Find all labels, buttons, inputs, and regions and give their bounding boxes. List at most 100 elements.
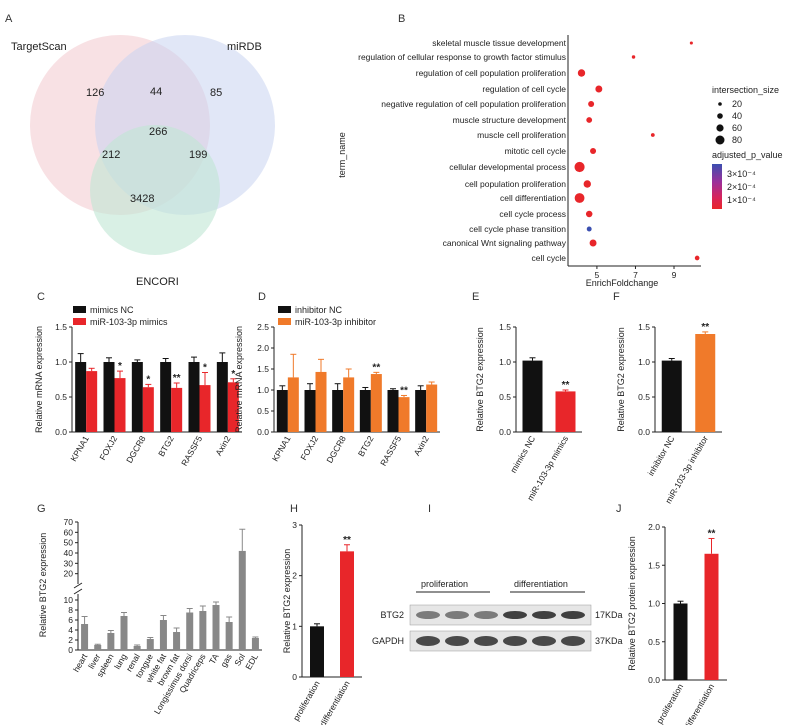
legend-label-D: inhibitor NC [295,305,343,315]
western-band [416,611,440,619]
y-axis-label-C: Relative mRNA expression [34,326,44,433]
bar-E [555,391,576,432]
bar-C [86,371,98,432]
legend-swatch-D [278,306,291,313]
enrich-dot [589,239,597,247]
legend-size-dot [717,113,723,119]
significance-mark-C: * [146,374,150,385]
y-axis-label-F: Relative BTG2 expression [616,327,626,432]
western-row-label: BTG2 [380,610,404,620]
bar-D [276,390,288,432]
legend-color-label: 1×10⁻⁴ [727,195,756,205]
x-category-label-D: RASSF5 [378,434,403,468]
legend-color-title: adjusted_p_value [712,150,783,160]
significance-mark-C: * [231,369,235,380]
bar-C [227,382,239,432]
western-blot-strip [409,630,592,652]
enrich-dot [689,41,693,45]
bar-D [359,390,371,432]
enrich-dot [590,147,597,155]
enrich-term-label: cell cycle phase transition [469,224,566,234]
bar-G [81,624,89,650]
enrich-term-label: cell cycle process [499,209,566,219]
x-category-label-F: inhibitor NC [646,434,677,477]
western-band [503,636,527,646]
bar-G [238,550,246,650]
y-tick-label-J: 0.5 [648,637,660,647]
x-category-label-D: KPNA1 [270,434,293,463]
x-category-label-G: gas [218,652,234,669]
western-band [561,611,585,619]
bar-D [287,377,299,432]
y-tick-label-E: 1.0 [499,357,511,367]
significance-mark-D: ** [372,362,380,373]
bar-C [142,387,154,432]
western-band [416,636,440,646]
bar-G [186,612,194,650]
y-tick-label-E: 0.0 [499,427,511,437]
y-tick-label-G: 8 [68,605,73,615]
legend-color-bar [712,164,722,209]
enrich-term-label: cellular developmental process [449,162,566,172]
enrich-dot [694,255,700,261]
significance-mark-H: ** [343,535,351,546]
enrich-term-label: mitotic cell cycle [505,146,567,156]
y-tick-label-H: 3 [292,520,297,530]
axis-break-mark [73,582,83,589]
western-band [532,636,556,646]
y-tick-label-H: 1 [292,621,297,631]
y-tick-label-G: 4 [68,625,73,635]
western-band [561,636,585,646]
y-tick-label-D: 2.0 [257,343,269,353]
bar-C [103,362,115,432]
enrich-term-label: regulation of cell cycle [482,84,566,94]
y-axis-label-H: Relative BTG2 expression [282,549,292,654]
bar-G [225,622,233,650]
y-tick-label-G: 40 [64,548,74,558]
legend-swatch-C [73,306,86,313]
x-category-label-H: differentiation [318,679,352,725]
enrich-x-label: EnrichFoldchange [586,278,659,288]
y-tick-label-H: 2 [292,571,297,581]
western-band [474,611,498,619]
bar-C [188,362,200,432]
panel-letter-D: D [258,291,266,303]
y-tick-label-E: 1.5 [499,322,511,332]
y-tick-label-G: 10 [64,595,74,605]
y-tick-label-G: 2 [68,635,73,645]
panel-letter-J: J [616,503,622,515]
significance-mark-C: ** [173,373,181,384]
legend-swatch-C [73,318,86,325]
western-band [474,636,498,646]
bar-G [199,611,207,650]
bar-C [216,362,228,432]
legend-color-label: 3×10⁻⁴ [727,169,756,179]
x-category-label-C: Axin2 [213,434,232,458]
legend-size-label: 40 [732,111,742,121]
y-tick-label-C: 1.5 [55,322,67,332]
enrich-dot [650,133,655,137]
y-tick-label-G: 0 [68,645,73,655]
bar-G [107,633,115,650]
western-band [503,611,527,619]
y-axis-label-E: Relative BTG2 expression [475,327,485,432]
x-category-label-J: proliferation [654,682,685,725]
panel-letter-E: E [472,291,479,303]
x-category-label-G: TA [207,652,221,666]
panel-letter-B: B [398,13,405,25]
bar-G [133,646,141,650]
enrich-term-label: regulation of cellular response to growt… [358,52,566,62]
venn-label-targetscan: TargetScan [11,41,67,53]
bar-F [695,334,716,432]
y-tick-label-D: 1.5 [257,364,269,374]
enrich-dot [588,100,595,108]
enrich-term-label: negative regulation of cell population p… [381,99,566,109]
western-size-label: 17KDa [595,610,623,620]
venn-label-encori: ENCORI [136,276,179,288]
western-group-label: differentiation [514,579,568,589]
bar-C [160,362,172,432]
enrich-dot [574,161,585,173]
y-axis-label-D: Relative mRNA expression [234,326,244,433]
bar-D [387,390,399,432]
bar-D [343,377,355,432]
